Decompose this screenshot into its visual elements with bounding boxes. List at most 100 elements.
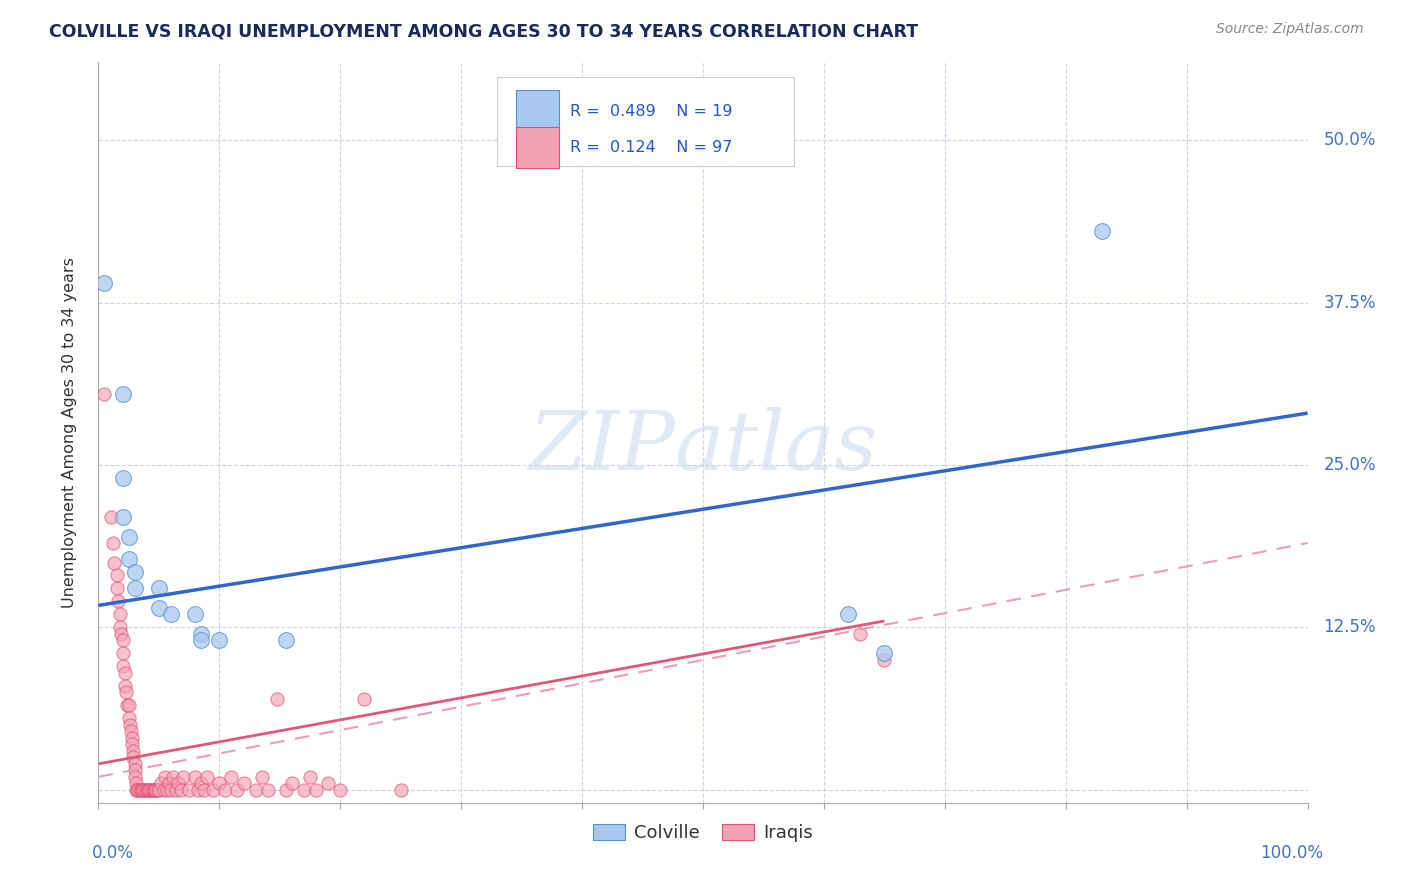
Point [122, 750, 145, 764]
Point [250, 770, 273, 784]
Point [127, 782, 149, 797]
Point [160, 607, 183, 622]
Point [187, 782, 209, 797]
Point [111, 633, 134, 648]
Point [127, 782, 149, 797]
Point [190, 627, 212, 641]
Point [103, 556, 125, 570]
Point [190, 633, 212, 648]
Point [138, 782, 160, 797]
Point [143, 782, 166, 797]
Point [111, 471, 134, 485]
Text: Source: ZipAtlas.com: Source: ZipAtlas.com [1216, 22, 1364, 37]
Text: R =  0.124    N = 97: R = 0.124 N = 97 [569, 140, 733, 155]
Point [117, 698, 139, 713]
Point [193, 782, 215, 797]
Point [837, 607, 859, 622]
Point [148, 782, 170, 797]
Point [274, 633, 297, 648]
Point [134, 782, 156, 797]
Text: 25.0%: 25.0% [1323, 456, 1376, 474]
Point [132, 782, 155, 797]
Point [125, 776, 148, 790]
Point [111, 386, 134, 401]
Point [208, 776, 231, 790]
Point [316, 776, 339, 790]
Point [124, 756, 146, 771]
Point [110, 627, 132, 641]
Point [118, 718, 141, 732]
Point [184, 607, 207, 622]
Point [115, 685, 138, 699]
Point [148, 601, 170, 615]
Point [226, 782, 249, 797]
Point [195, 770, 218, 784]
Text: R =  0.489    N = 19: R = 0.489 N = 19 [569, 103, 733, 119]
Point [389, 782, 412, 797]
Point [114, 679, 136, 693]
Point [121, 737, 143, 751]
Point [111, 659, 134, 673]
Point [124, 582, 146, 596]
Point [353, 692, 375, 706]
Point [135, 782, 157, 797]
Point [1091, 224, 1114, 238]
Point [873, 647, 896, 661]
Point [124, 565, 146, 579]
Point [101, 536, 124, 550]
Text: 100.0%: 100.0% [1260, 844, 1323, 862]
Point [129, 782, 152, 797]
Point [135, 782, 157, 797]
Point [156, 782, 179, 797]
Point [299, 770, 322, 784]
Point [150, 776, 173, 790]
Point [873, 653, 896, 667]
Legend: Colville, Iraqis: Colville, Iraqis [586, 816, 820, 849]
Point [184, 770, 207, 784]
Point [256, 782, 278, 797]
Point [329, 782, 352, 797]
Point [305, 782, 328, 797]
Text: 37.5%: 37.5% [1323, 293, 1376, 311]
Point [849, 627, 872, 641]
Point [167, 776, 190, 790]
Point [93, 277, 115, 291]
Point [124, 770, 146, 784]
Point [172, 770, 194, 784]
Point [208, 633, 231, 648]
FancyBboxPatch shape [516, 127, 560, 169]
Point [157, 776, 180, 790]
Point [100, 510, 122, 524]
Point [266, 692, 288, 706]
Point [107, 594, 129, 608]
Point [141, 782, 163, 797]
FancyBboxPatch shape [498, 78, 793, 166]
Point [121, 731, 143, 745]
Point [190, 776, 212, 790]
Point [118, 711, 141, 725]
Point [136, 782, 159, 797]
Point [152, 782, 174, 797]
Point [274, 782, 297, 797]
FancyBboxPatch shape [516, 90, 560, 132]
Point [118, 698, 141, 713]
Text: 0.0%: 0.0% [93, 844, 134, 862]
Point [93, 386, 115, 401]
Point [122, 744, 145, 758]
Point [118, 529, 141, 543]
Point [281, 776, 304, 790]
Point [125, 782, 148, 797]
Point [105, 582, 128, 596]
Point [108, 607, 131, 622]
Point [214, 782, 236, 797]
Point [143, 782, 166, 797]
Text: 50.0%: 50.0% [1323, 131, 1375, 149]
Point [142, 782, 165, 797]
Point [111, 510, 134, 524]
Point [245, 782, 267, 797]
Point [139, 782, 162, 797]
Point [128, 782, 150, 797]
Point [221, 770, 243, 784]
Point [202, 782, 225, 797]
Point [160, 782, 183, 797]
